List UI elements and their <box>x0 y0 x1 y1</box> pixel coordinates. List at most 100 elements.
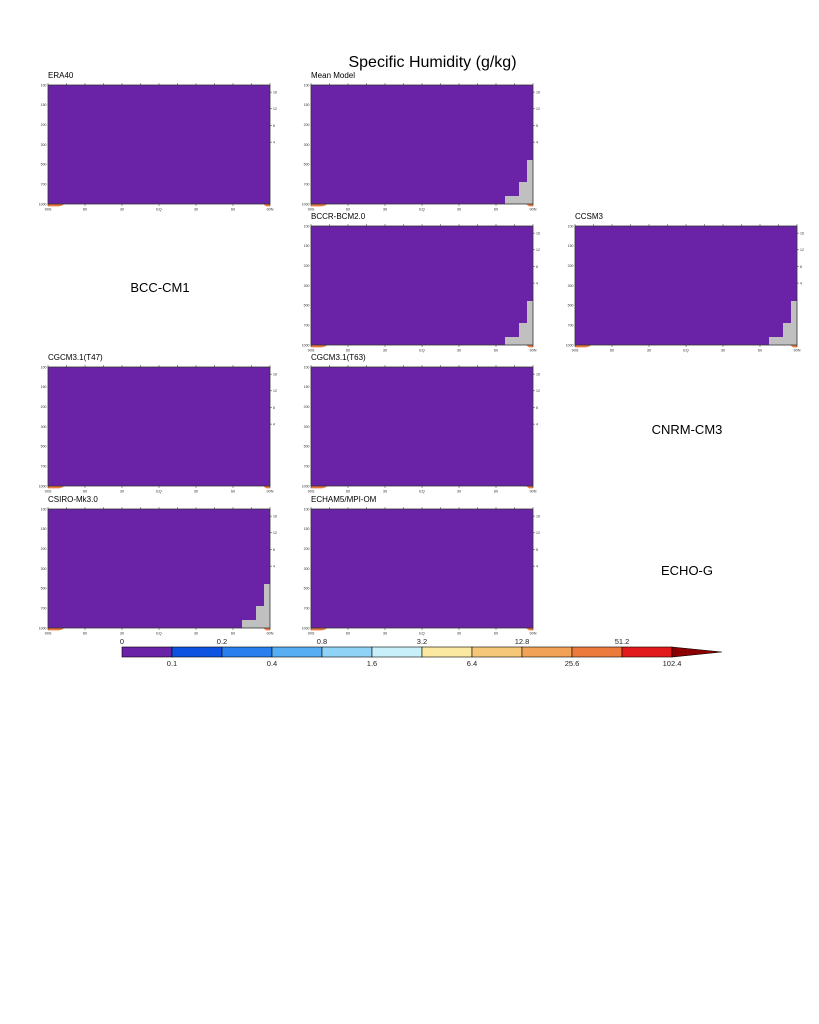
masked-topography <box>769 301 797 345</box>
x-tick-label: 90N <box>530 632 537 636</box>
y-tick-label: 500 <box>304 445 310 449</box>
contour-band <box>48 509 270 628</box>
x-tick-label: 90S <box>308 208 315 212</box>
contour-band <box>48 367 270 486</box>
x-tick-label: 30 <box>721 349 725 353</box>
y-tick-label: 700 <box>41 464 47 468</box>
x-tick-label: 60 <box>83 490 87 494</box>
x-tick-label: 30 <box>383 632 387 636</box>
x-tick-label: 30 <box>457 632 461 636</box>
contour-plot: 90S 60 30 EQ 30 60 90N 100 150 200 300 500 700 1000 16… <box>302 224 540 353</box>
y-tick-label: 200 <box>41 547 47 551</box>
y-right-tick-label: 16 <box>536 90 540 94</box>
y-right-tick-label: 16 <box>536 231 540 235</box>
contour-plot: 90S 60 30 EQ 30 60 90N 100 150 200 300 500 700 1000 16… <box>39 365 277 494</box>
x-tick-label: 60 <box>346 349 350 353</box>
x-tick-label: EQ <box>419 490 425 494</box>
y-tick-label: 700 <box>304 323 310 327</box>
y-right-tick-label: 12 <box>536 107 540 111</box>
y-right-tick-label: 8 <box>536 548 538 552</box>
y-tick-label: 300 <box>304 425 310 429</box>
x-tick-label: 30 <box>457 490 461 494</box>
x-tick-label: 90S <box>572 349 579 353</box>
y-tick-label: 100 <box>304 365 310 369</box>
x-tick-label: EQ <box>419 349 425 353</box>
colorbar-top-label: 0.2 <box>217 637 227 646</box>
panel-cgcm31-t63: 90S 60 30 EQ 30 60 90N 100 150 200 300 500 700 1000 16… <box>302 365 540 494</box>
colorbar-top-label: 51.2 <box>615 637 630 646</box>
x-tick-label: 30 <box>383 490 387 494</box>
y-tick-label: 500 <box>304 304 310 308</box>
y-right-tick-label: 12 <box>536 248 540 252</box>
panel-cgcm31-t47: 90S 60 30 EQ 30 60 90N 100 150 200 300 500 700 1000 16… <box>39 365 277 494</box>
missing-model-label: ECHO-G <box>661 563 713 578</box>
y-right-tick-label: 4 <box>536 422 538 426</box>
x-tick-label: 90N <box>530 490 537 494</box>
y-tick-label: 700 <box>304 606 310 610</box>
y-tick-label: 1000 <box>302 484 310 488</box>
x-tick-label: 30 <box>457 208 461 212</box>
y-right-tick-label: 16 <box>800 231 804 235</box>
panel-bccr-bcm2: 90S 60 30 EQ 30 60 90N 100 150 200 300 500 700 1000 16… <box>302 224 540 353</box>
y-tick-label: 300 <box>41 143 47 147</box>
x-tick-label: 60 <box>231 632 235 636</box>
x-tick-label: 60 <box>610 349 614 353</box>
y-tick-label: 100 <box>41 507 47 511</box>
x-tick-label: EQ <box>683 349 689 353</box>
y-right-tick-label: 4 <box>273 422 275 426</box>
x-tick-label: 30 <box>383 349 387 353</box>
x-tick-label: 90S <box>45 490 52 494</box>
masked-topography <box>505 301 533 345</box>
panel-label: BCCR-BCM2.0 <box>311 212 366 221</box>
y-tick-label: 500 <box>41 587 47 591</box>
y-tick-label: 200 <box>41 405 47 409</box>
y-right-tick-label: 8 <box>536 265 538 269</box>
y-tick-label: 300 <box>41 425 47 429</box>
y-tick-label: 1000 <box>302 343 310 347</box>
contour-band <box>311 509 533 628</box>
y-tick-label: 150 <box>568 244 574 248</box>
y-right-tick-label: 12 <box>273 107 277 111</box>
panel-era40: 90S 60 30 EQ 30 60 90N 100 150 200 300 500 700 1000 16… <box>39 83 277 212</box>
y-right-tick-label: 12 <box>536 389 540 393</box>
colorbar-bottom-label: 25.6 <box>565 659 580 668</box>
contour-band <box>575 226 797 345</box>
x-tick-label: EQ <box>419 632 425 636</box>
colorbar-swatch <box>421 646 473 658</box>
y-right-tick-label: 12 <box>536 531 540 535</box>
y-right-tick-label: 12 <box>800 248 804 252</box>
colorbar: 0 0.2 0.8 3.2 12.8 51.2 0.1 0.4 1.6 6.4 25.6 102.4 <box>120 637 723 668</box>
y-right-tick-label: 8 <box>536 124 538 128</box>
y-tick-label: 200 <box>304 405 310 409</box>
x-tick-label: 90S <box>308 349 315 353</box>
masked-topography <box>242 584 270 628</box>
colorbar-swatch <box>521 646 573 658</box>
y-right-tick-label: 4 <box>273 564 275 568</box>
y-right-tick-label: 16 <box>273 514 277 518</box>
panel-ccsm3: 90S 60 30 EQ 30 60 90N 100 150 200 300 500 700 1000 16… <box>566 224 804 353</box>
y-tick-label: 700 <box>304 182 310 186</box>
y-tick-label: 1000 <box>39 626 47 630</box>
colorbar-arrow <box>671 646 723 658</box>
colorbar-swatch <box>571 646 623 658</box>
y-tick-label: 100 <box>304 507 310 511</box>
y-tick-label: 150 <box>304 103 310 107</box>
y-tick-label: 1000 <box>39 202 47 206</box>
y-right-tick-label: 12 <box>273 531 277 535</box>
y-right-tick-label: 4 <box>800 281 802 285</box>
x-tick-label: EQ <box>156 632 162 636</box>
x-tick-label: 90N <box>267 208 274 212</box>
y-tick-label: 500 <box>304 163 310 167</box>
colorbar-swatch <box>371 646 423 658</box>
contour-band <box>311 85 533 204</box>
y-tick-label: 100 <box>304 83 310 87</box>
figure-title: Specific Humidity (g/kg) <box>348 54 517 71</box>
y-tick-label: 100 <box>304 224 310 228</box>
x-tick-label: 90N <box>267 632 274 636</box>
colorbar-swatch <box>221 646 273 658</box>
y-tick-label: 300 <box>304 143 310 147</box>
colorbar-bottom-label: 6.4 <box>467 659 477 668</box>
x-tick-label: 30 <box>120 490 124 494</box>
x-tick-label: EQ <box>156 490 162 494</box>
colorbar-bottom-label: 0.1 <box>167 659 177 668</box>
